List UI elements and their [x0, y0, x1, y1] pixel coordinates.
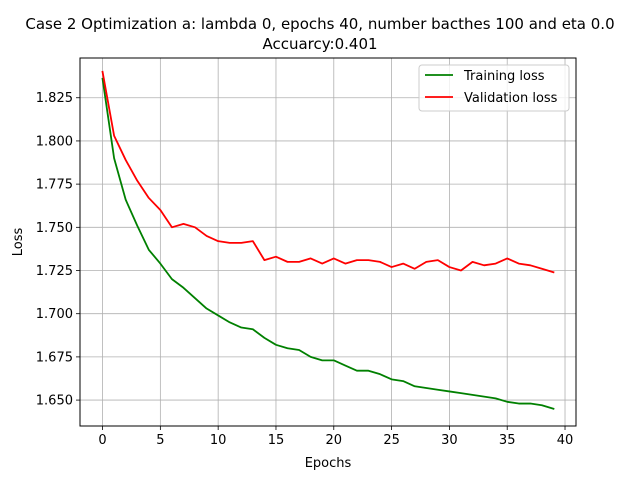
x-tick-label: 10 — [210, 433, 227, 448]
y-tick-label: 1.825 — [36, 91, 73, 106]
x-tick-label: 40 — [557, 433, 574, 448]
y-tick-label: 1.775 — [36, 178, 73, 193]
x-tick-label: 0 — [98, 433, 106, 448]
x-tick-label: 15 — [268, 433, 285, 448]
y-tick-label: 1.700 — [36, 307, 73, 322]
grid-lines — [80, 58, 576, 426]
y-tick-label: 1.725 — [36, 264, 73, 279]
plot-frame — [79, 57, 577, 427]
x-tick-label: 35 — [499, 433, 516, 448]
chart-title-line2: Accuarcy:0.401 — [262, 35, 377, 53]
x-tick-label: 5 — [156, 433, 164, 448]
x-tick-label: 20 — [326, 433, 343, 448]
x-tick-label: 30 — [441, 433, 458, 448]
validation-loss-line — [101, 70, 555, 274]
series-lines — [101, 70, 555, 410]
legend-box — [418, 64, 570, 112]
x-tick-label: 25 — [383, 433, 400, 448]
y-tick-label: 1.650 — [36, 394, 73, 409]
x-axis-label: Epochs — [305, 456, 352, 471]
legend-training-label: Training loss — [463, 69, 545, 84]
y-tick-label: 1.800 — [36, 134, 73, 149]
training-loss-line — [101, 77, 555, 410]
plot-area — [80, 58, 576, 426]
y-tick-label: 1.750 — [36, 221, 73, 236]
legend: Training loss Validation loss — [418, 64, 570, 112]
y-axis-label: Loss — [11, 228, 26, 257]
axis-ticks: 0 5 10 15 20 25 30 35 40 1.650 1.675 1.700 1.725 1.75… — [36, 91, 574, 448]
legend-validation-label: Validation loss — [464, 91, 558, 106]
chart-title-line1: Case 2 Optimization a: lambda 0, epochs … — [25, 15, 614, 33]
y-tick-label: 1.675 — [36, 350, 73, 365]
